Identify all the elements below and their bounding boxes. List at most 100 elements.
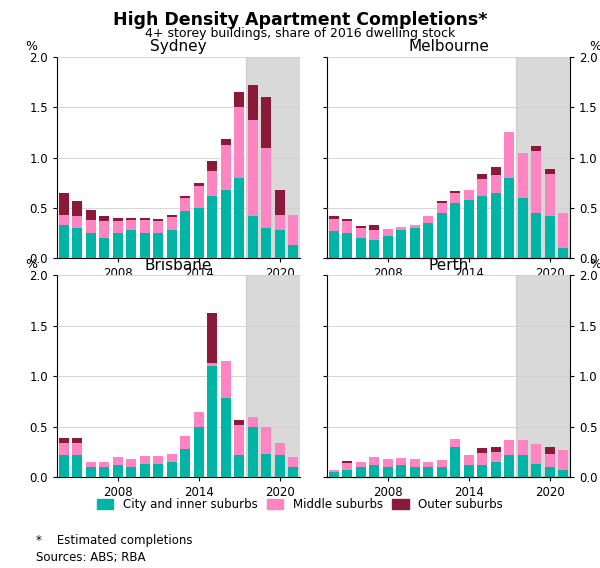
Bar (72, 228, 82, 258)
Bar (518, 198, 528, 258)
Bar (59, 438, 69, 443)
Bar (504, 455, 514, 477)
Bar (234, 92, 244, 107)
Bar (275, 455, 285, 477)
Bar (275, 230, 285, 258)
Bar (329, 219, 339, 231)
Bar (396, 465, 406, 477)
Bar (342, 219, 352, 221)
Bar (248, 120, 258, 216)
Bar (342, 470, 352, 477)
Bar (396, 458, 406, 465)
Bar (261, 228, 271, 258)
Bar (207, 366, 217, 477)
Bar (99, 467, 109, 477)
Bar (99, 216, 109, 221)
Bar (126, 220, 136, 230)
Bar (369, 240, 379, 258)
Bar (59, 193, 69, 215)
Bar (126, 467, 136, 477)
Bar (140, 233, 150, 258)
Bar (410, 459, 420, 467)
Bar (207, 161, 217, 171)
Bar (261, 97, 271, 148)
Bar (545, 447, 555, 454)
Bar (126, 218, 136, 220)
Bar (356, 228, 366, 239)
Bar (221, 361, 231, 399)
Bar (86, 233, 96, 258)
Bar (246, 275, 301, 477)
Bar (383, 459, 393, 467)
Bar (59, 215, 69, 225)
Bar (477, 179, 487, 196)
Bar (140, 464, 150, 477)
Bar (113, 221, 123, 233)
Bar (558, 213, 568, 248)
Text: Sources: ABS; RBA: Sources: ABS; RBA (36, 551, 146, 564)
Bar (329, 216, 339, 219)
Bar (207, 171, 217, 196)
Bar (99, 462, 109, 467)
Bar (72, 438, 82, 443)
Bar (531, 464, 541, 477)
Bar (491, 193, 501, 258)
Text: %: % (590, 40, 600, 53)
Bar (113, 218, 123, 221)
Bar (516, 275, 571, 477)
Bar (477, 453, 487, 465)
Bar (288, 215, 298, 245)
Bar (329, 231, 339, 258)
Bar (356, 239, 366, 258)
Bar (423, 467, 433, 477)
Bar (383, 467, 393, 477)
Bar (288, 245, 298, 258)
Bar (59, 443, 69, 455)
Bar (356, 467, 366, 477)
Bar (504, 178, 514, 258)
Title: Melbourne: Melbourne (408, 39, 489, 55)
Bar (194, 186, 204, 208)
Bar (491, 462, 501, 477)
Bar (153, 464, 163, 477)
Bar (558, 450, 568, 470)
Bar (180, 196, 190, 198)
Bar (450, 203, 460, 258)
Bar (558, 470, 568, 477)
Bar (369, 225, 379, 230)
Bar (180, 211, 190, 258)
Bar (410, 467, 420, 477)
Bar (221, 144, 231, 190)
Bar (99, 221, 109, 239)
Bar (545, 454, 555, 467)
Bar (464, 455, 474, 465)
Bar (261, 454, 271, 477)
Bar (140, 220, 150, 233)
Bar (275, 190, 285, 215)
Title: Brisbane: Brisbane (145, 258, 212, 273)
Bar (248, 427, 258, 477)
Bar (464, 190, 474, 200)
Bar (410, 225, 420, 228)
Bar (126, 459, 136, 467)
Bar (504, 132, 514, 178)
Bar (491, 447, 501, 452)
Bar (369, 230, 379, 240)
Title: Sydney: Sydney (150, 39, 207, 55)
Bar (140, 218, 150, 220)
Bar (194, 427, 204, 477)
Bar (153, 221, 163, 233)
Bar (477, 465, 487, 477)
Bar (342, 233, 352, 258)
Bar (167, 217, 177, 230)
Bar (180, 198, 190, 211)
Bar (450, 439, 460, 447)
Bar (59, 455, 69, 477)
Bar (383, 236, 393, 258)
Bar (342, 461, 352, 463)
Bar (437, 460, 447, 467)
Bar (248, 216, 258, 258)
Text: 4+ storey buildings, share of 2016 dwelling stock: 4+ storey buildings, share of 2016 dwell… (145, 27, 455, 40)
Bar (437, 203, 447, 213)
Bar (113, 465, 123, 477)
